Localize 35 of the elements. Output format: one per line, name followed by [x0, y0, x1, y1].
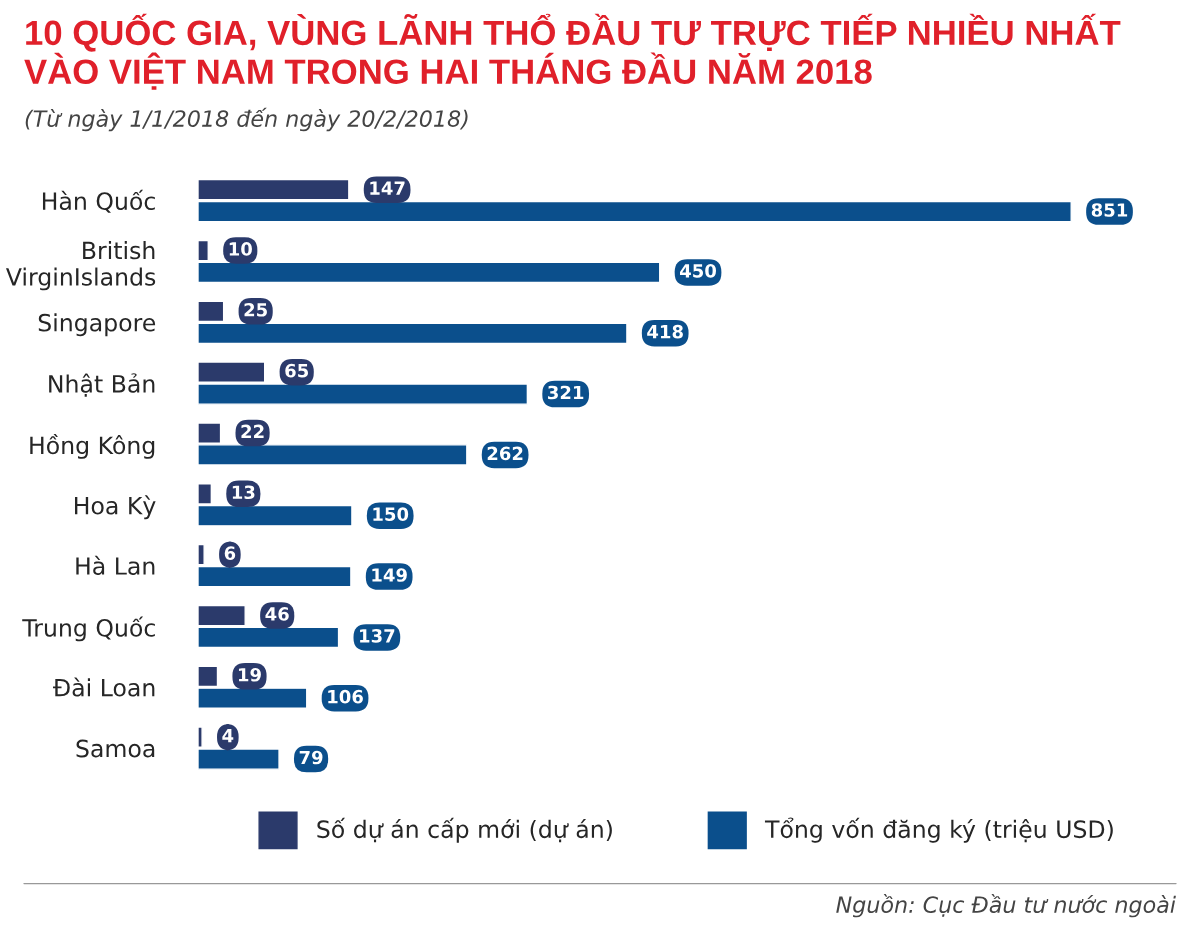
- data-label: 65: [285, 363, 309, 378]
- y-tick-label: Hồng Kông: [30, 433, 155, 459]
- data-label: 13: [232, 485, 255, 500]
- y-tick-label: Nhật Bản: [49, 373, 155, 397]
- data-label: 79: [299, 750, 323, 765]
- legend-label: Tổng vốn đăng ký (triệu USD): [764, 817, 1113, 843]
- chart-title: 10 QUỐC GIA, VÙNG LÃNH THỔ ĐẦU TƯ TRỰC TIẾP NHIỀU NHẤT VÀO VIỆT NAM TRONG HAI THÁNG ĐẦU NĂM 2018: [24, 13, 1121, 90]
- data-label: 22: [241, 424, 264, 438]
- y-tick-label: Singapore: [38, 313, 156, 337]
- data-label: 4: [222, 728, 234, 743]
- data-label: 10: [229, 242, 252, 256]
- data-label: 46: [265, 607, 289, 621]
- data-label: 147: [370, 181, 405, 195]
- y-tick-label: Hàn Quốc: [42, 189, 155, 213]
- data-label: 149: [372, 568, 407, 582]
- y-tick-label: Đài Loan: [53, 677, 155, 697]
- data-label: 851: [1091, 203, 1128, 217]
- data-label: 418: [647, 324, 683, 339]
- y-tick-label: Samoa: [76, 739, 155, 758]
- y-tick-label: British VirginIslands: [5, 241, 156, 291]
- data-label: 137: [360, 628, 395, 643]
- text: Nguồn: Cục Đầu tư nước ngoài: [836, 893, 1176, 918]
- data-label: 106: [328, 689, 363, 704]
- y-tick-label: Trung Quốc: [22, 616, 155, 642]
- data-label: 25: [244, 302, 267, 317]
- data-label: 6: [224, 546, 236, 560]
- data-label: 450: [680, 264, 717, 278]
- legend-label: Số dự án cấp mới (dự án): [317, 817, 612, 843]
- data-label: 321: [548, 385, 584, 400]
- y-tick-label: Hà Lan: [76, 555, 155, 575]
- chart-subtitle: (Từ ngày 1/1/2018 đến ngày 20/2/2018): [25, 107, 468, 132]
- data-label: 262: [487, 446, 523, 461]
- y-tick-label: Hoa Kỳ: [75, 495, 156, 520]
- data-label: 150: [373, 507, 409, 521]
- data-label: 19: [238, 667, 261, 682]
